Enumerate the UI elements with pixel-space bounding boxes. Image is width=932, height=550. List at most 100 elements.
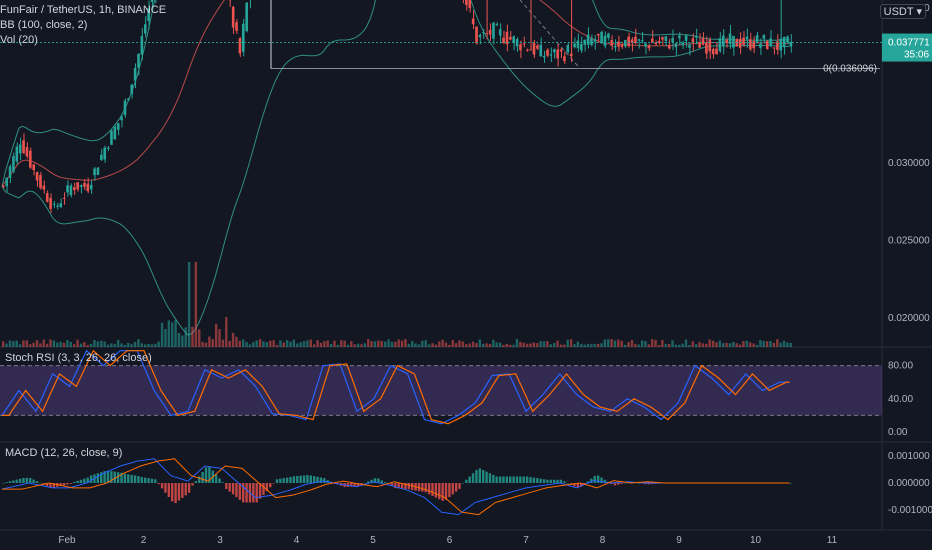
macd-histogram-bar xyxy=(177,483,181,501)
time-axis-label: 11 xyxy=(827,535,838,546)
macd-histogram-bar xyxy=(559,479,563,483)
volume-bar xyxy=(194,262,198,347)
macd-histogram-bar xyxy=(377,478,380,483)
macd-histogram-bar xyxy=(637,483,640,484)
volume-bar xyxy=(779,342,782,347)
candle-body xyxy=(590,38,593,45)
bb-upper-band xyxy=(1,0,790,187)
candle-body xyxy=(143,24,147,34)
macd-histogram-bar xyxy=(498,476,502,483)
volume-bar xyxy=(454,343,458,347)
macd-histogram-bar xyxy=(411,483,414,491)
macd-histogram-bar xyxy=(123,473,127,483)
volume-bar xyxy=(431,343,434,347)
volume-bar xyxy=(404,339,407,347)
macd-histogram-bar xyxy=(150,478,154,483)
macd-histogram-bar xyxy=(42,483,45,485)
volume-bar xyxy=(39,343,42,347)
macd-histogram-bar xyxy=(100,472,103,483)
candle-body xyxy=(722,35,725,47)
candle-body xyxy=(603,35,607,46)
volume-bar xyxy=(211,339,214,347)
macd-histogram-bar xyxy=(383,482,387,483)
candle-body xyxy=(49,197,52,210)
macd-histogram-bar xyxy=(69,483,72,484)
volume-bar xyxy=(269,340,272,347)
volume-bar xyxy=(42,339,45,347)
volume-bar xyxy=(444,342,448,347)
candle-body xyxy=(120,117,123,121)
candle-body xyxy=(556,49,559,59)
candle-body xyxy=(116,123,120,130)
macd-histogram-bar xyxy=(252,483,255,503)
macd-histogram-bar xyxy=(529,477,532,483)
currency-selector[interactable]: USDT ▾ xyxy=(879,4,926,19)
candle-body xyxy=(471,18,475,25)
macd-histogram-bar xyxy=(434,483,438,498)
volume-bar xyxy=(231,332,235,347)
candle-body xyxy=(657,40,661,43)
candle-body xyxy=(549,54,553,56)
candle-body xyxy=(150,0,154,2)
macd-histogram-bar xyxy=(29,477,32,483)
candle-body xyxy=(15,146,19,162)
macd-histogram-bar xyxy=(312,476,316,483)
volume-bar xyxy=(495,342,498,347)
candle-body xyxy=(691,38,695,43)
last-price-tag xyxy=(882,33,932,62)
volume-bar xyxy=(309,339,312,347)
macd-histogram-bar xyxy=(509,476,512,483)
macd-histogram-bar xyxy=(275,479,279,483)
macd-histogram-bar xyxy=(512,476,515,483)
macd-histogram-bar xyxy=(427,483,431,495)
macd-histogram-bar xyxy=(214,474,218,483)
time-axis-label: 5 xyxy=(370,535,376,546)
volume-bar xyxy=(505,343,509,347)
macd-histogram-bar xyxy=(789,483,792,484)
macd-histogram-bar xyxy=(610,483,613,485)
volume-bar xyxy=(485,343,488,347)
time-axis-label: 10 xyxy=(750,535,762,546)
macd-histogram-bar xyxy=(143,477,147,483)
candle-body xyxy=(498,29,502,36)
candle-body xyxy=(759,43,762,48)
candle-body xyxy=(468,0,472,8)
volume-bar xyxy=(319,342,323,347)
candle-body xyxy=(72,187,76,191)
volume-bar xyxy=(336,344,340,347)
candle-body xyxy=(495,24,499,26)
macd-histogram-bar xyxy=(421,483,424,492)
volume-bar xyxy=(380,341,383,347)
volume-bar xyxy=(343,340,346,347)
volume-bar xyxy=(49,339,52,347)
macd-histogram-bar xyxy=(363,483,367,484)
candle-body xyxy=(478,35,482,38)
candle-body xyxy=(552,49,556,53)
volume-bar xyxy=(18,344,22,347)
volume-bar xyxy=(316,340,319,347)
volume-bar xyxy=(312,344,316,347)
volume-bar xyxy=(417,344,421,347)
volume-bar xyxy=(765,341,769,347)
macd-histogram-bar xyxy=(647,483,651,485)
candle-body xyxy=(2,185,5,187)
macd-histogram-bar xyxy=(157,483,160,485)
candle-body xyxy=(738,38,742,48)
macd-histogram-bar xyxy=(140,477,143,483)
macd-histogram-bar xyxy=(525,476,529,483)
macd-histogram-bar xyxy=(231,483,235,495)
macd-histogram-bar xyxy=(438,483,441,500)
volume-bar xyxy=(248,344,252,347)
volume-bar xyxy=(705,343,708,347)
macd-histogram-bar xyxy=(285,477,289,483)
candle-body xyxy=(762,34,766,39)
candle-body xyxy=(5,177,8,187)
volume-bar xyxy=(586,343,590,347)
volume-bar xyxy=(674,344,678,347)
volume-bar xyxy=(776,339,779,347)
candle-body xyxy=(137,54,140,68)
candle-body xyxy=(113,127,117,140)
macd-histogram-bar xyxy=(235,483,238,498)
macd-histogram-bar xyxy=(451,483,454,495)
